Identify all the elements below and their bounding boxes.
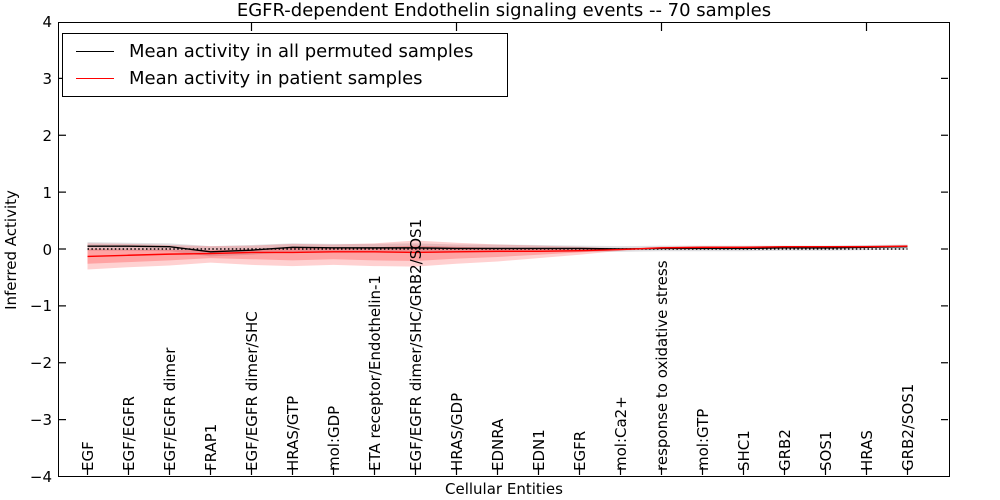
y-tick-label: −2: [29, 354, 52, 373]
x-tick-label: EGF/EGFR dimer/SHC/GRB2/SOS1: [406, 218, 425, 471]
x-tick-label: HRAS: [857, 430, 876, 471]
x-axis-label: Cellular Entities: [445, 480, 563, 498]
legend-line-sample-black: [76, 51, 114, 52]
x-tick-label: EGF/EGFR dimer/SHC: [242, 311, 261, 471]
legend-item-permuted: Mean activity in all permuted samples: [63, 38, 507, 65]
y-tick-label: 1: [42, 183, 52, 202]
legend-item-patient: Mean activity in patient samples: [63, 65, 507, 92]
x-tick-label: EGF/EGFR dimer: [160, 347, 179, 471]
chart-title: EGFR-dependent Endothelin signaling even…: [236, 0, 772, 21]
x-tick-label: HRAS/GTP: [283, 395, 302, 471]
y-tick-label: 3: [42, 69, 52, 88]
x-tick-label: EDNRA: [488, 418, 507, 471]
legend: Mean activity in all permuted samples Me…: [62, 33, 508, 97]
y-tick-label: 4: [42, 13, 52, 31]
x-tick-label: SHC1: [734, 430, 753, 471]
y-tick-label: −1: [29, 297, 52, 316]
y-tick-label: 2: [42, 126, 52, 145]
x-tick-label: EDN1: [529, 429, 548, 471]
y-tick-label: −4: [29, 468, 52, 486]
series-line-permuted: [87, 245, 908, 253]
y-tick-label: 0: [42, 240, 52, 259]
legend-label: Mean activity in patient samples: [129, 68, 423, 89]
x-tick-label: SOS1: [816, 430, 835, 471]
plot-area: EGF EGF/EGFR EGF/EGFR dimer FRAP1 EGF/EGFR d…: [58, 22, 950, 477]
legend-line-sample-red: [76, 78, 114, 79]
x-tick-label: GRB2/SOS1: [898, 383, 917, 471]
x-tick-label: FRAP1: [201, 423, 220, 471]
series-line-patient: [87, 245, 908, 258]
y-tick-label: −3: [29, 411, 52, 430]
x-tick-label: mol:GDP: [324, 405, 343, 471]
x-tick-label: mol:Ca2+: [611, 396, 630, 471]
chart-canvas: [59, 23, 948, 475]
x-tick-label: GRB2: [775, 429, 794, 471]
band-patient-samples-range-inner: [87, 245, 908, 264]
x-tick-label: ETA receptor/Endothelin-1: [365, 275, 384, 471]
x-tick-label: EGF: [78, 441, 97, 471]
x-tick-label: mol:GTP: [693, 408, 712, 471]
x-tick-label: EGFR: [570, 430, 589, 471]
legend-label: Mean activity in all permuted samples: [129, 41, 474, 62]
x-tick-label: EGF/EGFR: [119, 396, 138, 471]
x-tick-label: HRAS/GDP: [447, 392, 466, 471]
x-tick-label: response to oxidative stress: [652, 260, 671, 471]
